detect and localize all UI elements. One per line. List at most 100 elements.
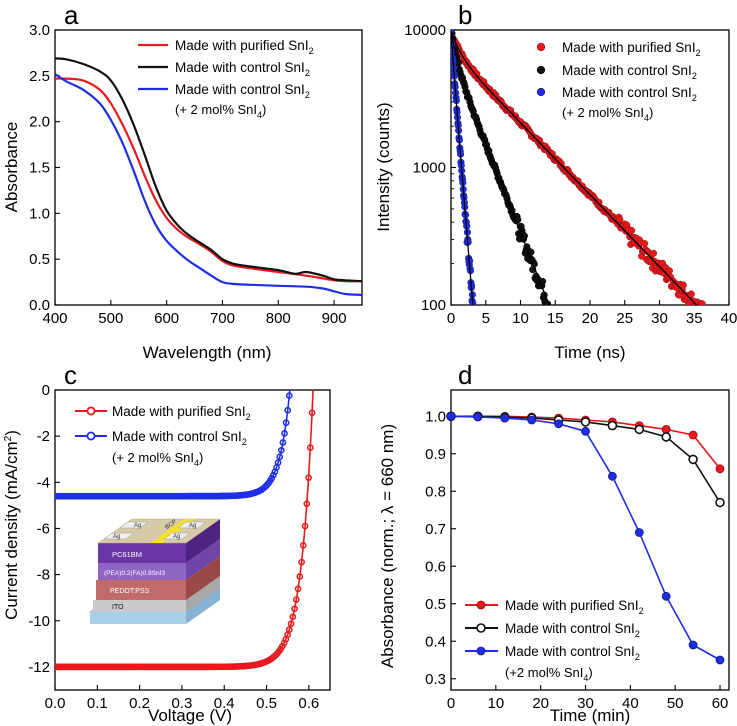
decay-data: [451, 30, 706, 305]
inset-label-ag: Ag: [189, 523, 196, 529]
y-tick-label: -4: [37, 474, 50, 491]
data-point-red: [292, 596, 300, 603]
data-point-blue: [661, 591, 671, 601]
y-tick-label: 0.7: [425, 521, 446, 538]
legend-label-control: Made with control SnI2: [505, 621, 640, 639]
data-point-red: [687, 290, 695, 298]
data-point-blue: [473, 412, 483, 422]
data-point-red: [311, 370, 316, 375]
jv-data: [55, 333, 316, 671]
x-tick-label: 15: [547, 310, 564, 327]
x-axis-label: Voltage (V): [148, 706, 232, 725]
x-tick-label: 20: [532, 695, 549, 712]
y-tick-label: 0.5: [425, 596, 446, 613]
inset-label-ag: Ag: [134, 523, 141, 529]
data-point-blue: [527, 415, 537, 425]
y-tick-label: 0.0: [29, 297, 50, 314]
data-point-red: [301, 522, 309, 530]
legend-label-control-sni4: Made with control SnI2: [112, 429, 247, 447]
panel-b: b Time (ns) Intensity (counts) 0 5 10 15 20 2…: [374, 0, 737, 362]
x-tick-label: 40: [622, 695, 639, 712]
x-tick-label: 30: [577, 695, 594, 712]
data-point-blue: [446, 411, 456, 421]
data-point-red: [679, 281, 687, 289]
x-tick-label: 600: [154, 310, 179, 327]
data-point-red: [306, 444, 314, 451]
device-structure-inset: Ag Ag Ag Ag BCP PC61BM (PEA)0.2(FA)0.8Sn…: [89, 518, 221, 624]
y-tick-label: 0.3: [425, 671, 446, 688]
data-point-red: [305, 474, 312, 482]
data-point-red: [285, 626, 293, 633]
y-tick-label: -12: [28, 659, 50, 676]
x-tick-label: 0.3: [171, 695, 192, 712]
y-tick-label: 1.0: [425, 408, 446, 425]
data-point-red: [715, 464, 725, 474]
y-axis-label: Absorbance (norm.; λ = 660 nm): [378, 424, 397, 668]
fit-line: [451, 31, 550, 305]
legend-label-purified: Made with purified SnI2: [112, 404, 251, 422]
legend-marker-purified: [536, 42, 546, 52]
data-point-black: [688, 454, 698, 465]
x-tick-label: 0.6: [298, 695, 319, 712]
data-point-red: [308, 409, 316, 417]
legend-label-control-sni4: Made with control SnI2: [175, 82, 310, 100]
data-point-red: [296, 573, 304, 580]
x-tick-label: 50: [667, 695, 684, 712]
data-point-blue: [634, 528, 644, 537]
data-point-blue: [291, 333, 296, 338]
data-point-black: [661, 432, 672, 442]
data-point-blue: [715, 655, 725, 665]
x-tick-label: 700: [210, 310, 235, 327]
data-point-red: [303, 500, 311, 508]
data-point-blue: [276, 453, 284, 461]
data-point-red: [628, 226, 636, 235]
data-point-blue: [554, 419, 563, 429]
x-tick-label: 25: [616, 310, 633, 327]
y-axis-label: Current density (mA/cm2): [2, 430, 21, 620]
inset-label-ag: Ag: [113, 534, 120, 540]
data-point-red: [289, 613, 297, 621]
legend-label-control-sni4-line2: (+ 2 mol% SnI4): [112, 450, 203, 468]
y-tick-label: 3.0: [29, 22, 50, 39]
inset-label-pedot: PEDOT:PSS: [110, 588, 150, 595]
data-point-red: [649, 249, 658, 257]
y-tick-label: 100: [421, 297, 446, 314]
y-tick-label: 2.5: [29, 68, 50, 85]
legend-label-purified: Made with purified SnI2: [562, 40, 701, 58]
fit-line: [451, 30, 698, 305]
x-tick-label: 0: [447, 695, 455, 712]
x-tick-label: 500: [98, 310, 123, 327]
data-point-red: [688, 430, 698, 440]
data-point-blue: [285, 392, 293, 399]
data-point-red: [287, 620, 295, 628]
data-point-black: [715, 497, 725, 508]
data-point-black: [634, 424, 645, 435]
data-point-blue: [608, 471, 617, 481]
data-point-blue: [281, 430, 288, 437]
panel-letter-c: c: [64, 360, 77, 390]
fit-line: [451, 31, 474, 305]
data-point-blue: [277, 446, 285, 454]
x-tick-label: 0.0: [45, 695, 66, 712]
y-axis-label: Intensity (counts): [374, 102, 393, 231]
legend-marker-control-sni4: [476, 646, 486, 656]
x-tick-label: 400: [42, 310, 67, 327]
panel-letter-d: d: [458, 360, 472, 390]
legend: Made with purified SnI2 Made with contro…: [536, 40, 701, 123]
x-tick-label: 900: [322, 310, 347, 327]
legend-label-control: Made with control SnI2: [562, 63, 697, 81]
data-point-blue: [282, 419, 290, 427]
x-axis-label: Wavelength (nm): [143, 343, 272, 362]
data-point-blue: [269, 471, 277, 479]
data-point-red: [616, 215, 624, 223]
y-tick-label: 0: [42, 382, 50, 399]
x-tick-label: 40: [721, 310, 737, 327]
legend-label-purified: Made with purified SnI2: [175, 38, 314, 56]
data-point-red: [291, 605, 298, 613]
legend: Made with purified SnI2 Made with contro…: [465, 598, 644, 683]
data-point-blue: [500, 413, 510, 423]
y-tick-label: -10: [28, 613, 50, 630]
legend-label-control-sni4: Made with control SnI2: [505, 644, 640, 662]
x-tick-label: 60: [712, 695, 729, 712]
